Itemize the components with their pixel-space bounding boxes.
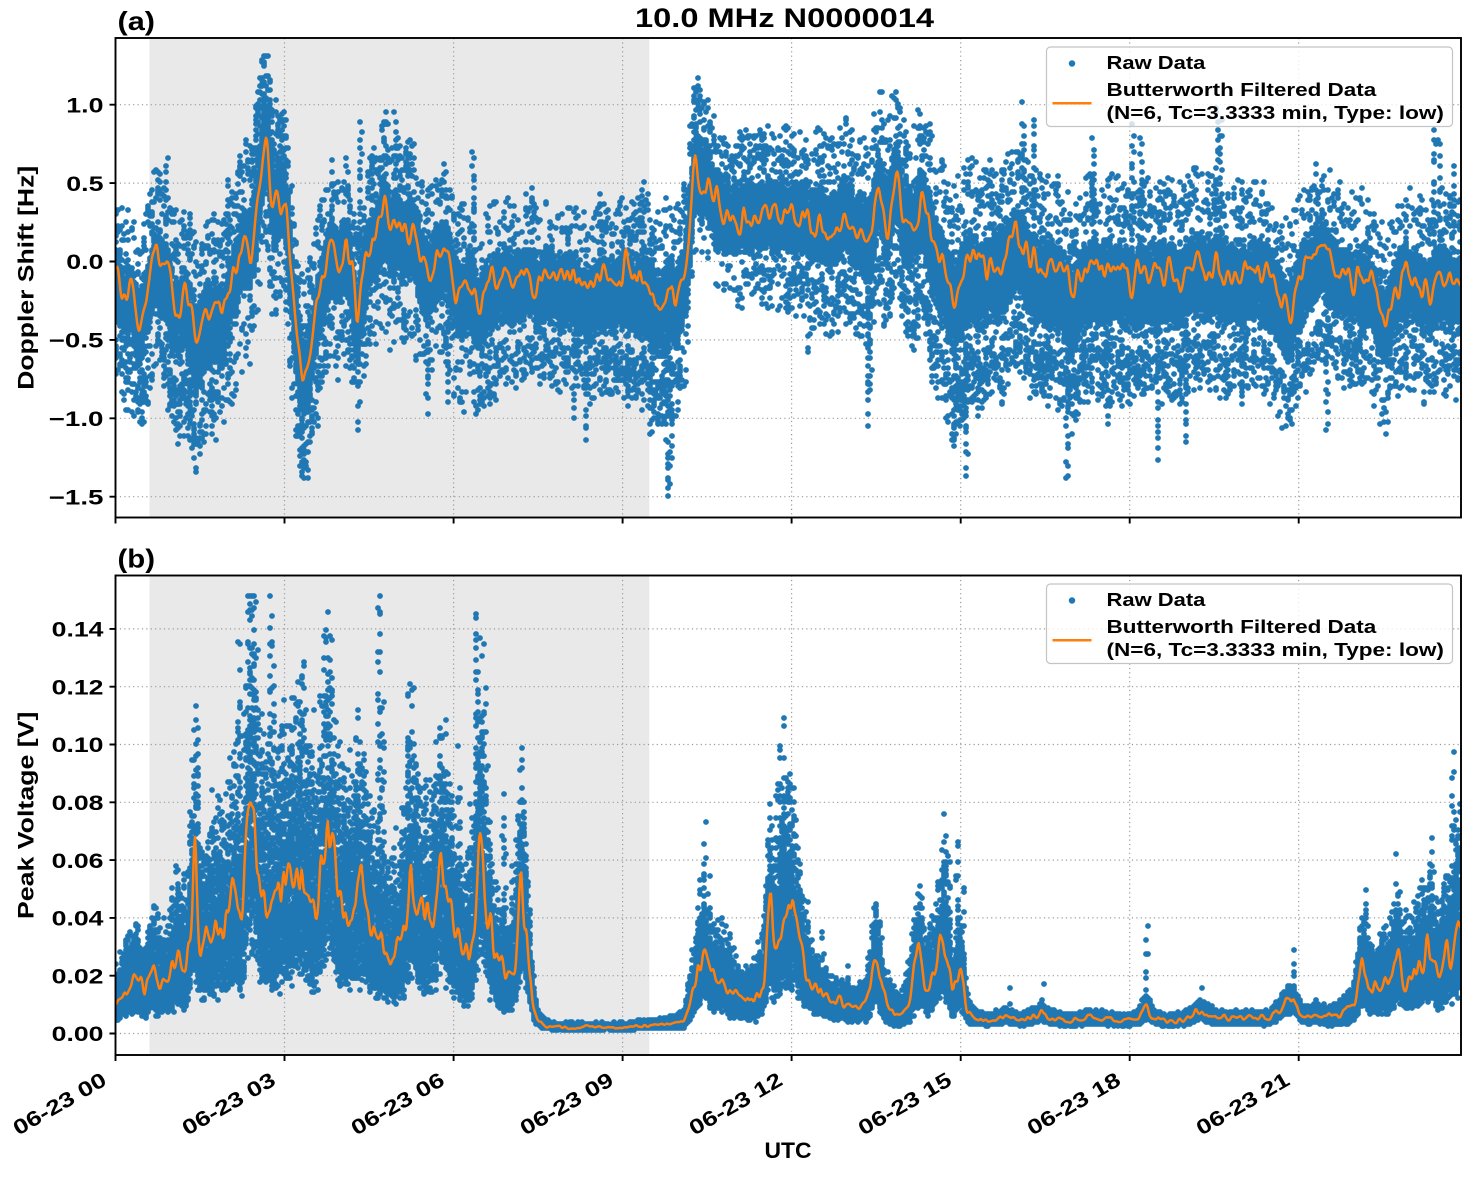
svg-text:0.14: 0.14 — [52, 619, 104, 642]
svg-text:0.10: 0.10 — [52, 734, 104, 757]
svg-text:(N=6, Tc=3.3333 min, Type: low: (N=6, Tc=3.3333 min, Type: low) — [1107, 639, 1444, 660]
svg-text:Butterworth Filtered Data: Butterworth Filtered Data — [1107, 79, 1378, 100]
svg-text:0.06: 0.06 — [52, 850, 104, 873]
svg-text:0.00: 0.00 — [52, 1023, 104, 1046]
svg-text:0.12: 0.12 — [52, 676, 104, 699]
svg-text:(N=6, Tc=3.3333 min, Type: low: (N=6, Tc=3.3333 min, Type: low) — [1107, 102, 1444, 123]
svg-text:Raw Data: Raw Data — [1107, 589, 1207, 610]
svg-text:0.02: 0.02 — [52, 965, 104, 988]
svg-text:Butterworth Filtered Data: Butterworth Filtered Data — [1107, 616, 1378, 637]
svg-text:Doppler Shift [Hz]: Doppler Shift [Hz] — [14, 166, 39, 390]
svg-text:0.5: 0.5 — [66, 173, 104, 196]
svg-text:−0.5: −0.5 — [49, 330, 104, 353]
svg-text:(a): (a) — [118, 6, 156, 36]
svg-text:0.08: 0.08 — [52, 792, 104, 815]
svg-text:−1.0: −1.0 — [49, 408, 104, 431]
svg-text:UTC: UTC — [765, 1138, 812, 1163]
svg-text:−1.5: −1.5 — [49, 486, 104, 509]
svg-text:Raw Data: Raw Data — [1107, 52, 1207, 73]
svg-text:Peak Voltage [V]: Peak Voltage [V] — [14, 712, 39, 920]
svg-text:(b): (b) — [118, 544, 156, 574]
svg-text:0.0: 0.0 — [66, 251, 103, 274]
svg-text:0.04: 0.04 — [52, 908, 104, 931]
svg-text:1.0: 1.0 — [66, 94, 103, 117]
svg-text:10.0 MHz N0000014: 10.0 MHz N0000014 — [635, 3, 934, 33]
